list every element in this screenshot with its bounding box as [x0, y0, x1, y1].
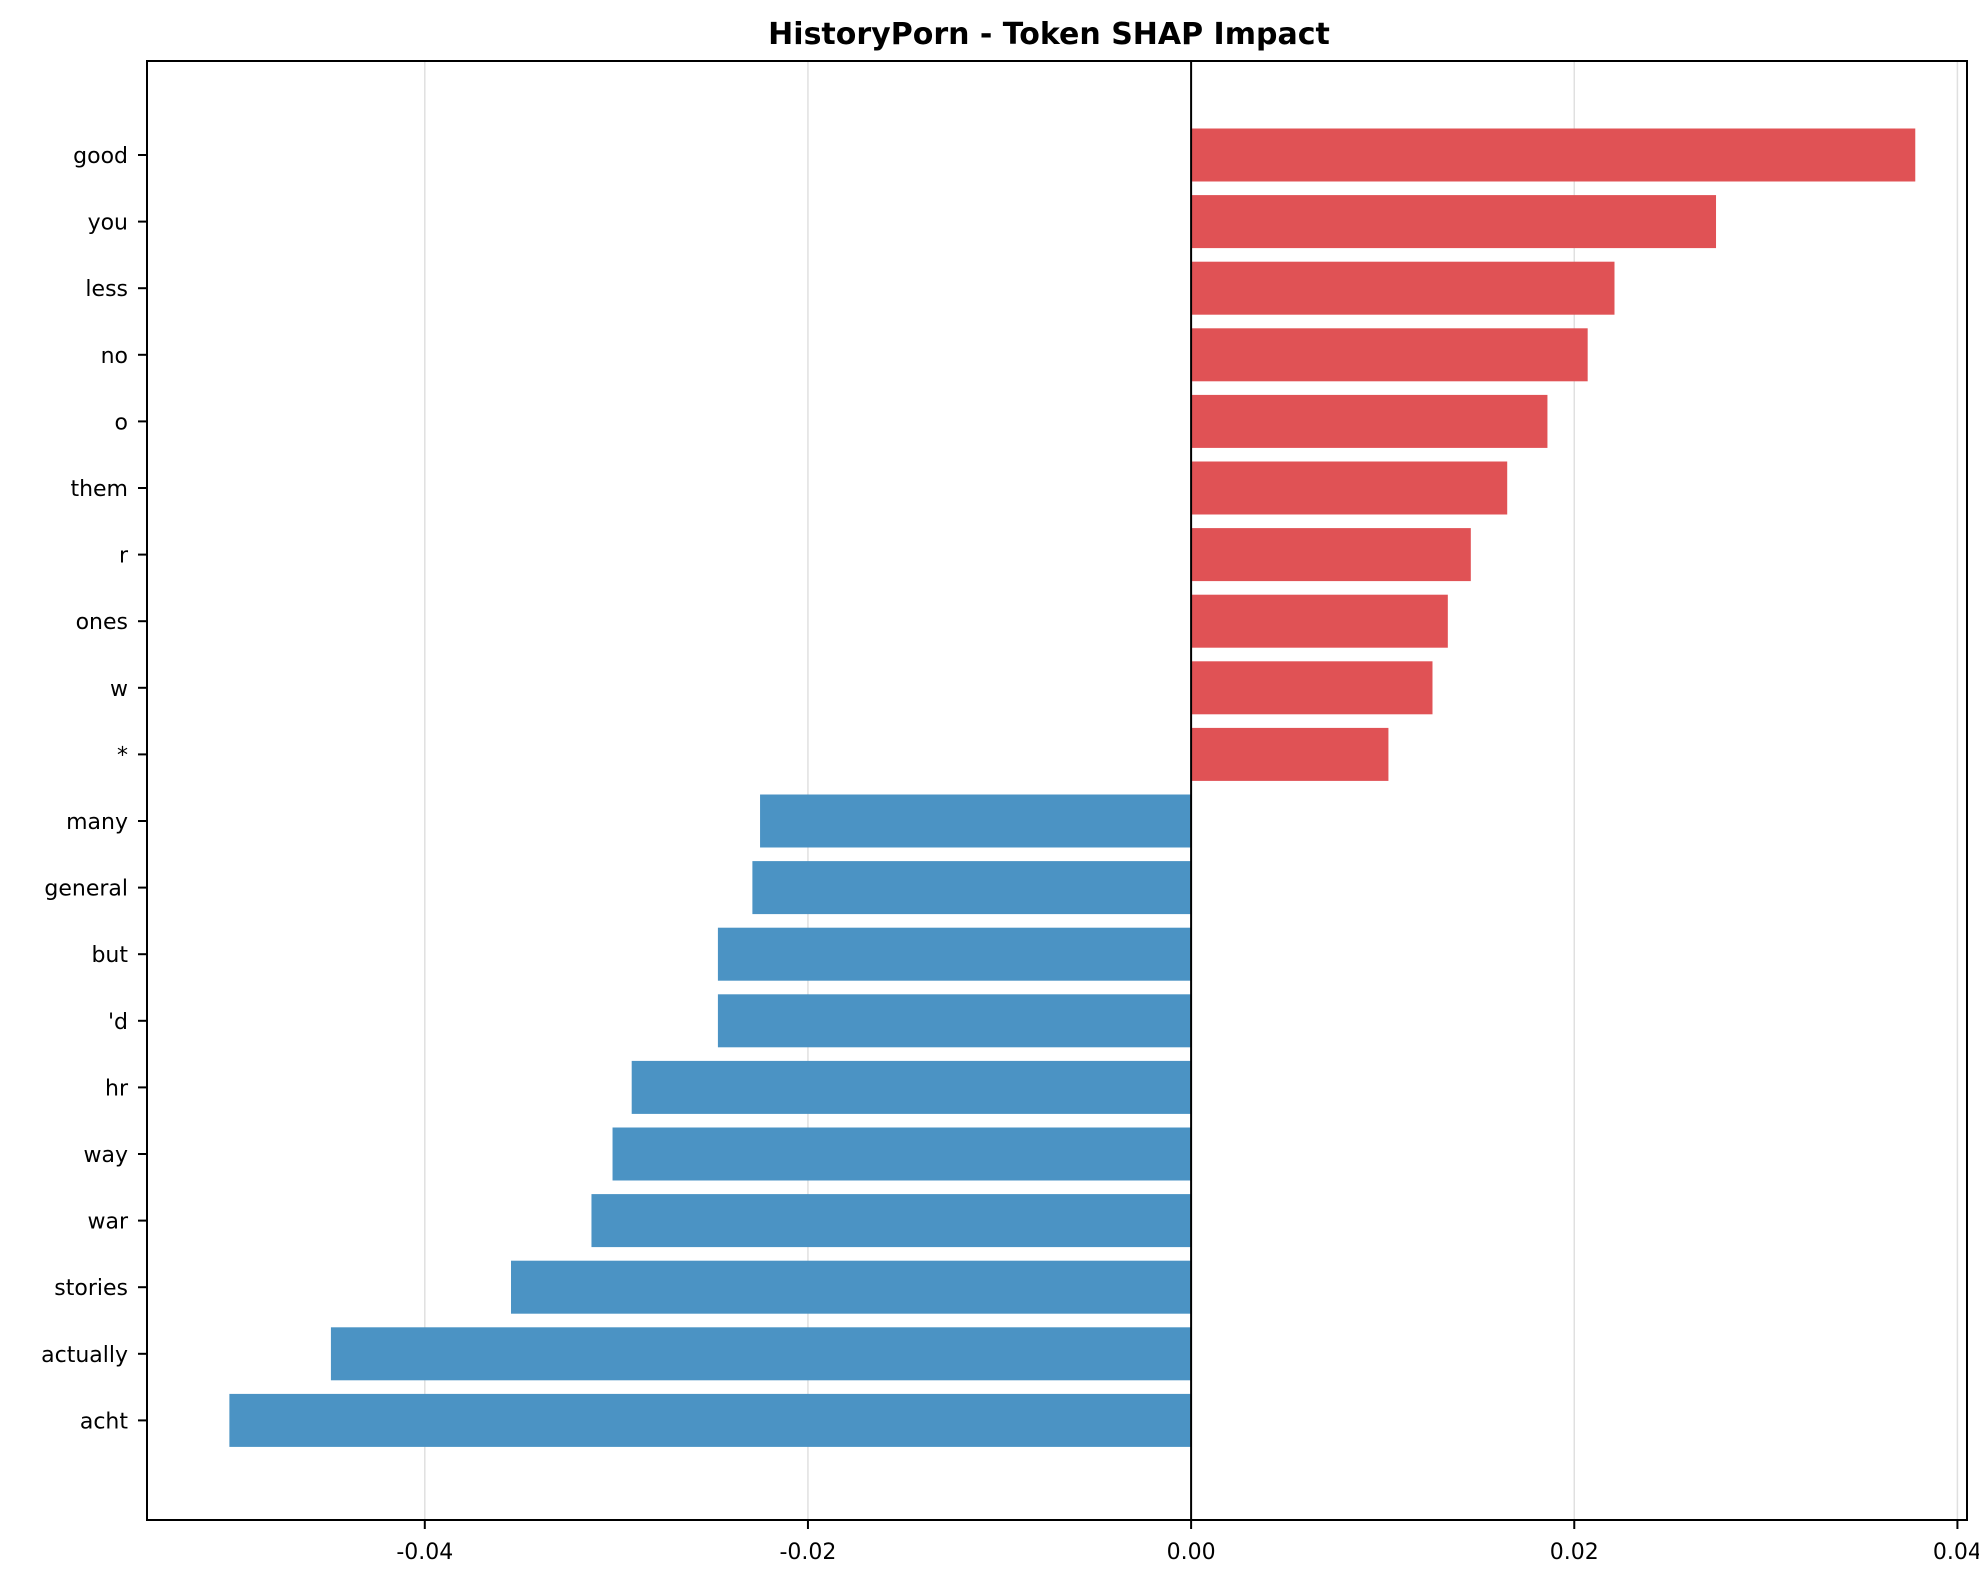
- bar-positive: [1191, 528, 1471, 582]
- y-tick-label: *: [117, 743, 128, 768]
- bar-positive: [1191, 261, 1615, 315]
- bar-negative: [760, 794, 1192, 848]
- y-tick-label: actually: [41, 1343, 128, 1368]
- y-tick-label: no: [101, 344, 128, 369]
- y-tick-label: but: [91, 943, 128, 968]
- bar-positive: [1191, 727, 1389, 781]
- y-tick-label: many: [66, 810, 128, 835]
- bar-positive: [1191, 661, 1433, 715]
- bar-negative: [591, 1194, 1192, 1248]
- plot-frame: [146, 60, 1968, 1521]
- x-tick-label: -0.04: [396, 1540, 453, 1565]
- y-tick-label: acht: [80, 1409, 129, 1434]
- y-tick-label: good: [73, 144, 128, 169]
- y-tick-label: you: [88, 211, 128, 236]
- y-tick-label: w: [110, 677, 128, 702]
- y-tick-label: hr: [105, 1076, 129, 1101]
- y-axis: good you less no o them r ones w * many general but '…: [41, 144, 147, 1434]
- bar-negative: [229, 1393, 1192, 1447]
- y-tick-label: war: [87, 1210, 128, 1235]
- bar-positive: [1191, 461, 1508, 515]
- y-tick-label: ones: [76, 610, 128, 635]
- bar-positive: [1191, 128, 1916, 182]
- bar-negative: [511, 1260, 1192, 1314]
- bar-negative: [752, 861, 1192, 915]
- x-axis: -0.04 -0.02 0.00 0.02 0.04: [396, 1520, 1979, 1565]
- y-tick-label: r: [119, 544, 129, 569]
- bar-negative: [612, 1127, 1192, 1181]
- y-tick-label: 'd: [108, 1010, 128, 1035]
- bar-positive: [1191, 328, 1588, 382]
- x-tick-label: -0.02: [779, 1540, 836, 1565]
- y-tick-label: o: [115, 410, 128, 435]
- bar-negative: [717, 927, 1192, 981]
- y-tick-label: less: [85, 277, 128, 302]
- x-tick-label: 0.02: [1550, 1540, 1599, 1565]
- chart-title: HistoryPorn - Token SHAP Impact: [768, 17, 1330, 52]
- bars: [229, 128, 1916, 1447]
- y-tick-label: stories: [54, 1276, 128, 1301]
- y-tick-label: general: [44, 877, 128, 902]
- bar-negative: [631, 1060, 1192, 1114]
- bar-positive: [1191, 195, 1717, 249]
- y-tick-label: them: [70, 477, 128, 502]
- bar-positive: [1191, 594, 1448, 648]
- x-tick-label: 0.00: [1167, 1540, 1216, 1565]
- bar-positive: [1191, 394, 1548, 448]
- bar-negative: [330, 1327, 1192, 1381]
- y-tick-label: way: [84, 1143, 129, 1168]
- x-tick-label: 0.04: [1933, 1540, 1979, 1565]
- bar-negative: [717, 994, 1192, 1048]
